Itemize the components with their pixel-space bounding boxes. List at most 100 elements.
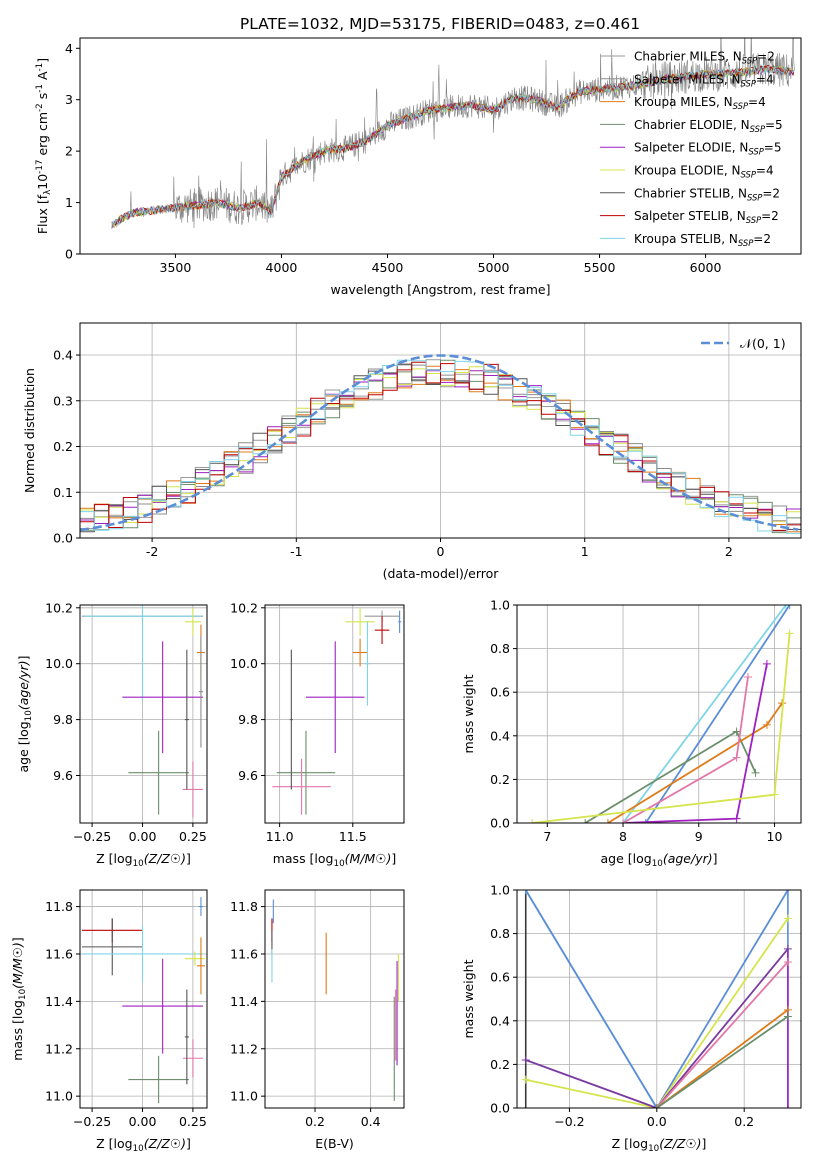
x-tick-label: -2 <box>146 544 158 559</box>
y-tick-label: 0.6 <box>490 970 510 985</box>
y-tick-label: 10.0 <box>230 656 258 671</box>
model-line-5 <box>111 65 795 229</box>
x-tick-label: 5000 <box>478 260 510 275</box>
plus-marker <box>521 1056 530 1065</box>
plus-marker <box>732 814 741 823</box>
histogram-9 <box>80 359 801 534</box>
y-tick-label: 9.8 <box>238 712 258 727</box>
panel-massweight_vs_age: 7 8 9 10 0.0 0.2 0.4 0.6 0.8 1.0 age [log10(age/yr… <box>461 598 802 869</box>
plus-marker <box>521 1075 530 1084</box>
weight-line-3 <box>584 730 757 823</box>
y-tick-label: 4 <box>65 41 73 56</box>
y-tick-label: 0.2 <box>53 439 73 454</box>
x-tick-label: 0.25 <box>179 1114 207 1129</box>
weight-line-2 <box>524 890 789 1108</box>
y-tick-label: 9.8 <box>53 712 73 727</box>
weight-line-7 <box>656 1015 789 1108</box>
y-axis-label: Flux [fλ10-17 erg cm-2 s-1 A-1] <box>35 58 53 234</box>
panel-age_vs_Z: −0.25 0.00 0.25 9.6 9.8 10.0 10.2 Z [log10(Z/Z☉… <box>16 600 208 869</box>
y-tick-label: 0.8 <box>490 926 510 941</box>
weight-line-3 <box>525 917 789 1108</box>
y-tick-label: 1 <box>65 195 73 210</box>
x-tick-label: 1 <box>581 544 589 559</box>
x-tick-label: 0.2 <box>734 1114 754 1129</box>
model-line-9 <box>111 64 795 227</box>
panel-spectrum: 3500 4000 4500 5000 5500 6000 0 1 2 3 4 wavelength … <box>35 37 802 297</box>
y-tick-label: 11.2 <box>230 1041 258 1056</box>
plus-marker <box>641 819 650 823</box>
legend-entry: Salpeter MILES, NSSP=4 <box>634 72 774 88</box>
panel-mass_vs_Z: −0.25 0.00 0.25 11.0 11.2 11.4 11.6 11.8 Z [log1… <box>10 889 208 1154</box>
errorbar-point-4 <box>184 951 205 966</box>
plot-area <box>82 605 205 818</box>
plus-marker <box>783 890 792 894</box>
panels: 3500 4000 4500 5000 5500 6000 0 1 2 3 4 wavelength … <box>10 37 802 1154</box>
plus-marker <box>785 605 794 609</box>
errorbar-point-10 <box>398 610 402 633</box>
y-tick-label: 11.6 <box>45 946 73 961</box>
y-tick-label: 9.6 <box>53 768 73 783</box>
y-tick-label: 11.8 <box>45 899 73 914</box>
x-axis-label: age [log10(age/yr)] <box>600 851 717 869</box>
plus-marker <box>783 1012 792 1021</box>
legend-entry: Kroupa ELODIE, NSSP=4 <box>634 164 774 180</box>
y-tick-label: 0.2 <box>490 772 510 787</box>
weight-line-5 <box>622 663 768 823</box>
plus-marker <box>785 629 794 638</box>
weight-line-1 <box>644 605 791 823</box>
plus-marker <box>619 819 628 823</box>
plus-marker <box>783 957 792 966</box>
panel-mass_vs_ebv: 0.2 0.4 11.0 11.2 11.4 11.6 11.8 E(B-V) <box>230 889 405 1151</box>
x-tick-label: −0.25 <box>73 1114 111 1129</box>
x-tick-label: 10 <box>767 829 783 844</box>
x-axis-label: Z [log10(Z/Z☉)] <box>96 851 191 869</box>
errorbar-point-8 <box>184 649 189 790</box>
legend-entry: Kroupa MILES, NSSP=4 <box>634 95 766 111</box>
x-tick-label: 0 <box>437 544 445 559</box>
plus-marker <box>528 819 537 823</box>
x-axis-label: wavelength [Angstrom, rest frame] <box>330 282 550 297</box>
errorbar-point-6 <box>305 641 365 754</box>
plus-marker <box>603 819 612 823</box>
x-tick-label: 0.00 <box>129 1114 157 1129</box>
x-tick-label: 11.0 <box>266 829 294 844</box>
y-tick-label: 9.6 <box>238 768 258 783</box>
panel-massweight_vs_Z: −0.2 0.0 0.2 0.0 0.2 0.4 0.6 0.8 1.0 Z [log10(Z/Z… <box>461 883 802 1154</box>
plus-marker <box>762 720 771 729</box>
x-tick-label: −0.25 <box>73 829 111 844</box>
errorbar-point-3 <box>352 638 368 667</box>
x-tick-label: 4500 <box>372 260 404 275</box>
x-tick-label: 6000 <box>690 260 722 275</box>
legend-entry: Salpeter STELIB, NSSP=2 <box>634 209 779 225</box>
plus-marker <box>732 727 741 736</box>
y-tick-label: 11.8 <box>230 899 258 914</box>
y-tick-label: 0.6 <box>490 685 510 700</box>
plot-area <box>272 607 402 815</box>
errorbar-point-6 <box>128 730 189 815</box>
y-tick-label: 11.4 <box>230 994 258 1009</box>
errorbar-point-4 <box>184 607 201 636</box>
x-tick-label: 0.00 <box>129 829 157 844</box>
plus-marker <box>783 914 792 923</box>
weight-line-2 <box>622 605 787 823</box>
plus-marker <box>762 659 771 668</box>
x-axis-label: E(B-V) <box>315 1136 354 1151</box>
x-tick-label: 9 <box>695 829 703 844</box>
x-tick-label: 7 <box>543 829 551 844</box>
weight-line-7 <box>531 633 791 823</box>
y-tick-label: 10.2 <box>45 600 73 615</box>
errorbar-point-8 <box>272 758 331 815</box>
y-tick-label: 0.4 <box>490 728 510 743</box>
y-tick-label: 11.2 <box>45 1041 73 1056</box>
legend-entry: Kroupa STELIB, NSSP=2 <box>634 232 771 248</box>
normal-reference-line <box>80 354 799 532</box>
plus-marker <box>781 605 790 609</box>
errorbar-point-3 <box>82 925 203 983</box>
errorbar-point-5 <box>364 621 371 706</box>
y-tick-label: 11.4 <box>45 994 73 1009</box>
x-axis-label: mass [log10(M/M☉)] <box>273 851 397 869</box>
figure-title: PLATE=1032, MJD=53175, FIBERID=0483, z=0… <box>240 15 640 33</box>
y-tick-label: 0.2 <box>490 1057 510 1072</box>
y-tick-label: 1.0 <box>490 883 510 898</box>
y-tick-label: 10.2 <box>230 600 258 615</box>
